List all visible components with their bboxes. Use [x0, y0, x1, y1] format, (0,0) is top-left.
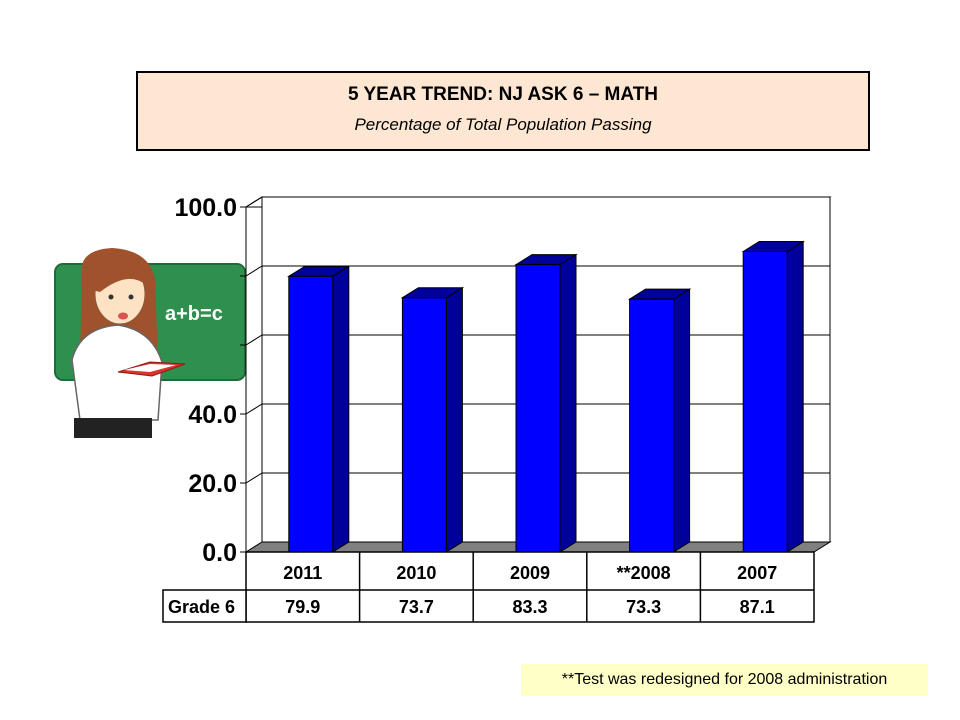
gridline-side	[245, 472, 263, 484]
category-label: 2007	[737, 563, 777, 583]
data-value-label: 87.1	[740, 597, 775, 617]
y-tick-label: 40.0	[188, 401, 237, 429]
gridline-side	[245, 334, 263, 346]
y-tick-label: 100.0	[174, 194, 237, 222]
gridline-side	[245, 403, 263, 415]
y-tick-label: 0.0	[202, 539, 237, 567]
gridline-side	[245, 265, 263, 277]
bar	[514, 253, 578, 553]
data-value-label: 83.3	[512, 597, 547, 617]
y-tick-label: 20.0	[188, 470, 237, 498]
bar	[287, 265, 351, 553]
category-label: 2009	[510, 563, 550, 583]
chart-title-box: 5 YEAR TREND: NJ ASK 6 – MATH Percentage…	[136, 71, 870, 151]
series-label: Grade 6	[168, 597, 235, 617]
category-label: **2008	[617, 563, 671, 583]
teacher-with-chalkboard-icon: a+b=c	[54, 248, 246, 438]
category-label: 2010	[396, 563, 436, 583]
bar-series	[287, 240, 805, 553]
data-value-label: 73.7	[399, 597, 434, 617]
bar	[741, 240, 805, 553]
chalkboard-text: a+b=c	[165, 303, 223, 325]
chart-subtitle: Percentage of Total Population Passing	[354, 115, 652, 134]
chart-title: 5 YEAR TREND: NJ ASK 6 – MATH	[347, 84, 659, 105]
y-axis: 0.0 20.0 40.0 100.0	[174, 194, 246, 567]
bar	[627, 288, 692, 553]
data-value-label: 73.3	[626, 597, 661, 617]
data-table: Grade 6 2011 79.9 2010 73.7 2009 83.3 **2008 73.…	[162, 551, 815, 623]
footnote: **Test was redesigned for 2008 administr…	[521, 664, 928, 696]
data-value-label: 79.9	[285, 597, 320, 617]
bar	[400, 286, 465, 553]
category-label: 2011	[283, 563, 322, 583]
